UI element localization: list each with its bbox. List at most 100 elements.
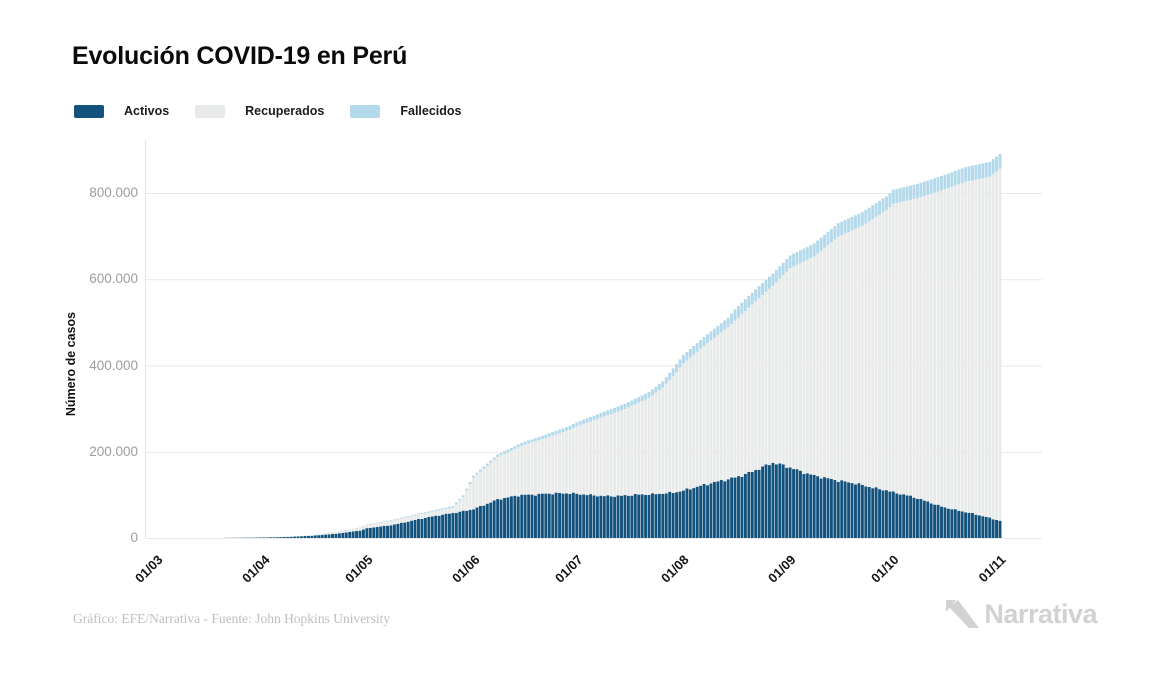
bar-segment: [585, 418, 589, 423]
bar-segment: [671, 368, 675, 377]
bar-segment: [699, 340, 703, 349]
bar-segment: [640, 494, 644, 538]
bar-segment: [692, 346, 696, 355]
bar-segment: [688, 357, 692, 490]
bar-segment: [606, 415, 610, 496]
bar-segment: [420, 518, 424, 538]
brand-watermark: Narrativa: [946, 599, 1097, 630]
bar-segment: [300, 535, 303, 537]
bar-segment: [461, 495, 465, 498]
bar-segment: [826, 231, 830, 246]
bar-segment: [857, 227, 861, 484]
bar-segment: [331, 533, 334, 538]
bar-segment: [946, 508, 950, 538]
bar-segment: [637, 494, 641, 538]
bar-segment: [699, 485, 703, 538]
bar-segment: [513, 495, 517, 538]
bar-segment: [613, 496, 617, 538]
bar-segment: [575, 422, 579, 427]
bar-segment: [368, 523, 372, 525]
bar-segment: [850, 216, 854, 231]
bar-segment: [933, 504, 937, 538]
bar-segment: [578, 494, 582, 538]
series-activos: [224, 462, 1002, 538]
bar-segment: [417, 514, 420, 519]
bar-segment: [991, 174, 995, 520]
bar-segment: [595, 414, 599, 419]
bar-segment: [668, 372, 672, 381]
bar-segment: [681, 354, 685, 364]
y-tick-label: 200.000: [89, 443, 138, 459]
bar-segment: [737, 476, 740, 538]
bar-segment: [540, 435, 544, 440]
bar-segment: [668, 491, 672, 538]
bar-segment: [922, 181, 926, 196]
bar-segment: [534, 438, 537, 442]
bar-segment: [647, 397, 651, 495]
bar-segment: [960, 168, 964, 184]
bar-segment: [386, 525, 389, 538]
bar-segment: [547, 493, 551, 538]
bar-segment: [620, 495, 623, 538]
bar-segment: [609, 409, 613, 414]
bar-segment: [871, 219, 875, 489]
bar-segment: [341, 530, 345, 533]
bar-segment: [458, 498, 462, 501]
bar-segment: [472, 475, 476, 478]
bar-segment: [585, 495, 589, 538]
bar-segment: [516, 444, 520, 448]
bar-segment: [489, 502, 493, 538]
bar-segment: [926, 501, 930, 538]
bar-segment: [984, 162, 988, 178]
bar-segment: [362, 526, 365, 530]
bar-segment: [964, 512, 968, 538]
bar-segment: [344, 532, 348, 538]
bar-segment: [695, 351, 699, 487]
bar-segment: [602, 411, 606, 417]
bar-segment: [912, 184, 916, 199]
bar-segment: [451, 506, 455, 508]
bar-segment: [534, 495, 537, 538]
bar-segment: [798, 263, 802, 471]
bar-segment: [506, 452, 510, 498]
bar-segment: [977, 178, 981, 516]
bar-segment: [620, 405, 623, 411]
bar-segment: [836, 482, 840, 538]
bar-segment: [444, 513, 448, 538]
bar-segment: [781, 464, 785, 538]
bar-segment: [382, 521, 386, 523]
bar-segment: [379, 522, 383, 523]
bar-segment: [589, 494, 592, 538]
bar-segment: [651, 395, 654, 494]
bar-segment: [812, 474, 816, 538]
bar-segment: [406, 516, 410, 517]
bar-segment: [465, 488, 469, 491]
bar-segment: [950, 509, 954, 538]
bar-segment: [406, 521, 410, 538]
bar-segment: [716, 335, 720, 482]
bar-segment: [702, 345, 706, 484]
bar-segment: [819, 250, 823, 479]
bar-segment: [640, 401, 644, 495]
bar-segment: [761, 283, 765, 296]
legend-item-fallecidos: Fallecidos: [350, 104, 462, 118]
bar-segment: [516, 496, 520, 538]
bar-segment: [410, 520, 414, 538]
bar-segment: [478, 469, 482, 472]
bar-segment: [836, 223, 840, 237]
bar-segment: [719, 323, 723, 333]
bar-segment: [785, 467, 789, 538]
bar-segment: [382, 525, 386, 538]
bar-segment: [699, 348, 703, 486]
bar-segment: [540, 493, 544, 538]
bar-segment: [936, 191, 940, 505]
bar-segment: [974, 514, 978, 538]
bar-segment: [386, 521, 389, 526]
bar-segment: [750, 472, 754, 538]
bar-segment: [530, 442, 534, 495]
bar-segment: [895, 202, 899, 494]
bar-segment: [620, 410, 623, 496]
bar-segment: [427, 511, 431, 513]
bar-segment: [902, 494, 906, 538]
bar-segment: [891, 491, 895, 538]
